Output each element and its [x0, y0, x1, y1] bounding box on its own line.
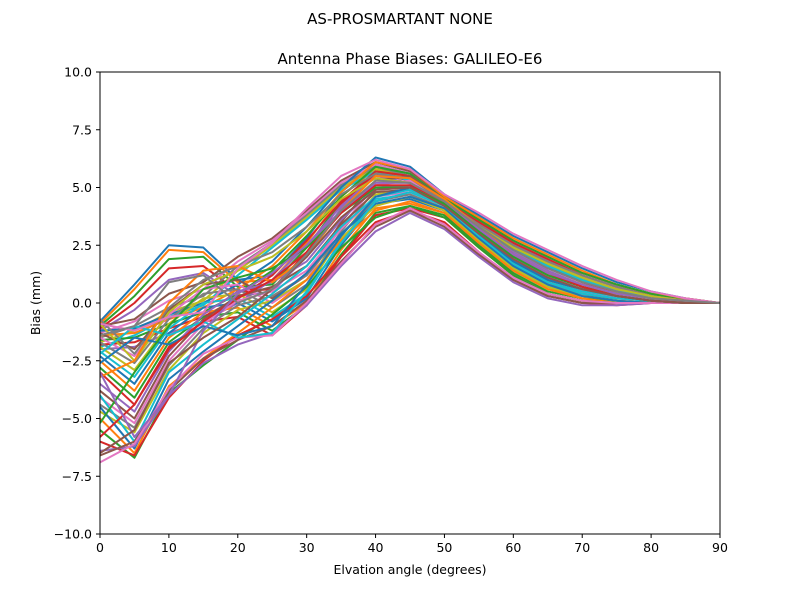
x-tick-label: 0 [96, 540, 104, 555]
y-axis-label: Bias (mm) [28, 271, 43, 335]
x-tick-label: 90 [712, 540, 728, 555]
series-line [100, 186, 720, 454]
y-axis: −10.0 −7.5 −5.0 −2.5 0.0 2.5 5.0 7.5 10.0 [54, 65, 100, 542]
y-tick-label: 7.5 [72, 122, 92, 137]
series-line [100, 207, 720, 464]
y-tick-label: 0.0 [72, 296, 92, 311]
series-line [100, 179, 720, 337]
series-line [100, 188, 720, 443]
series-line [100, 211, 720, 452]
y-tick-label: 2.5 [72, 238, 92, 253]
chart-title: Antenna Phase Biases: GALILEO-E6 [278, 50, 543, 68]
x-axis-label: Elvation angle (degrees) [333, 562, 486, 577]
series-line [100, 158, 720, 332]
x-axis: 0 10 20 30 40 50 60 70 80 90 [96, 534, 728, 555]
x-tick-label: 60 [505, 540, 521, 555]
x-tick-label: 20 [230, 540, 246, 555]
y-tick-label: 10.0 [64, 65, 92, 80]
x-tick-label: 30 [299, 540, 315, 555]
y-tick-label: −7.5 [62, 469, 92, 484]
series-line [100, 195, 720, 450]
x-tick-label: 70 [574, 540, 590, 555]
y-tick-label: 5.0 [72, 180, 92, 195]
x-tick-label: 80 [643, 540, 659, 555]
y-tick-label: −5.0 [62, 411, 92, 426]
x-tick-label: 50 [436, 540, 452, 555]
x-tick-label: 10 [161, 540, 177, 555]
y-tick-label: −10.0 [54, 527, 92, 542]
series-layer [100, 156, 720, 464]
x-tick-label: 40 [368, 540, 384, 555]
y-tick-label: −2.5 [62, 353, 92, 368]
figure-suptitle: AS-PROSMARTANT NONE [307, 10, 493, 28]
